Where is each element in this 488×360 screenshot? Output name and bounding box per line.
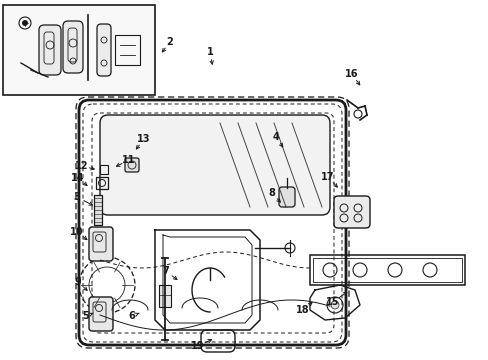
- FancyBboxPatch shape: [39, 25, 61, 75]
- Text: 19: 19: [191, 341, 204, 351]
- Text: 7: 7: [163, 266, 169, 276]
- Bar: [115, 35, 140, 65]
- Text: 15: 15: [325, 297, 339, 307]
- FancyBboxPatch shape: [97, 24, 111, 76]
- Text: 9: 9: [75, 277, 81, 287]
- FancyBboxPatch shape: [279, 187, 294, 207]
- Bar: [94, 195, 102, 225]
- Text: 12: 12: [75, 161, 88, 171]
- Text: 1: 1: [206, 47, 213, 57]
- Bar: [312, 258, 461, 282]
- FancyBboxPatch shape: [333, 196, 369, 228]
- Text: 13: 13: [137, 134, 150, 144]
- Bar: [159, 285, 171, 307]
- Text: 5: 5: [82, 311, 89, 321]
- FancyBboxPatch shape: [89, 227, 113, 261]
- Bar: [3, 5, 155, 95]
- Circle shape: [330, 301, 338, 309]
- FancyBboxPatch shape: [63, 21, 83, 73]
- Bar: [100, 165, 108, 174]
- Text: 18: 18: [296, 305, 309, 315]
- Text: 16: 16: [345, 69, 358, 79]
- Text: 11: 11: [122, 155, 136, 165]
- Bar: [96, 177, 108, 189]
- Circle shape: [22, 20, 28, 26]
- Text: 14: 14: [71, 173, 84, 183]
- FancyBboxPatch shape: [125, 158, 139, 172]
- Text: 10: 10: [70, 227, 83, 237]
- FancyBboxPatch shape: [100, 115, 329, 215]
- Text: 17: 17: [321, 172, 334, 182]
- Text: 8: 8: [268, 188, 275, 198]
- Text: 4: 4: [272, 132, 279, 142]
- Text: 6: 6: [128, 311, 135, 321]
- Bar: [309, 255, 464, 285]
- Text: 3: 3: [74, 192, 80, 202]
- Text: 2: 2: [166, 37, 173, 47]
- FancyBboxPatch shape: [89, 297, 113, 331]
